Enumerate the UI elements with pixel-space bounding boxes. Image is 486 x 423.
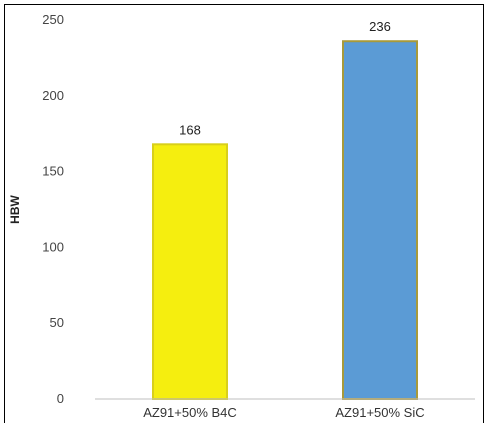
x-axis-categories: AZ91+50% B4C AZ91+50% SiC [143,405,424,420]
bar [152,143,228,400]
data-label: 168 [179,122,201,137]
data-label: 236 [369,19,391,34]
data-labels-group: 168 236 [179,19,391,137]
chart-frame [4,4,484,423]
y-tick-label: 100 [42,239,64,254]
y-axis-ticks: 0 50 100 150 200 250 [42,12,64,406]
y-tick-label: 250 [42,12,64,27]
y-axis-title: HBW [8,195,22,224]
y-tick-label: 200 [42,88,64,103]
y-tick-label: 150 [42,164,64,179]
bars-group [152,40,418,400]
y-tick-label: 0 [57,391,64,406]
x-category-label: AZ91+50% B4C [143,405,237,420]
y-tick-label: 50 [50,315,64,330]
x-category-label: AZ91+50% SiC [335,405,424,420]
bar [342,40,418,400]
